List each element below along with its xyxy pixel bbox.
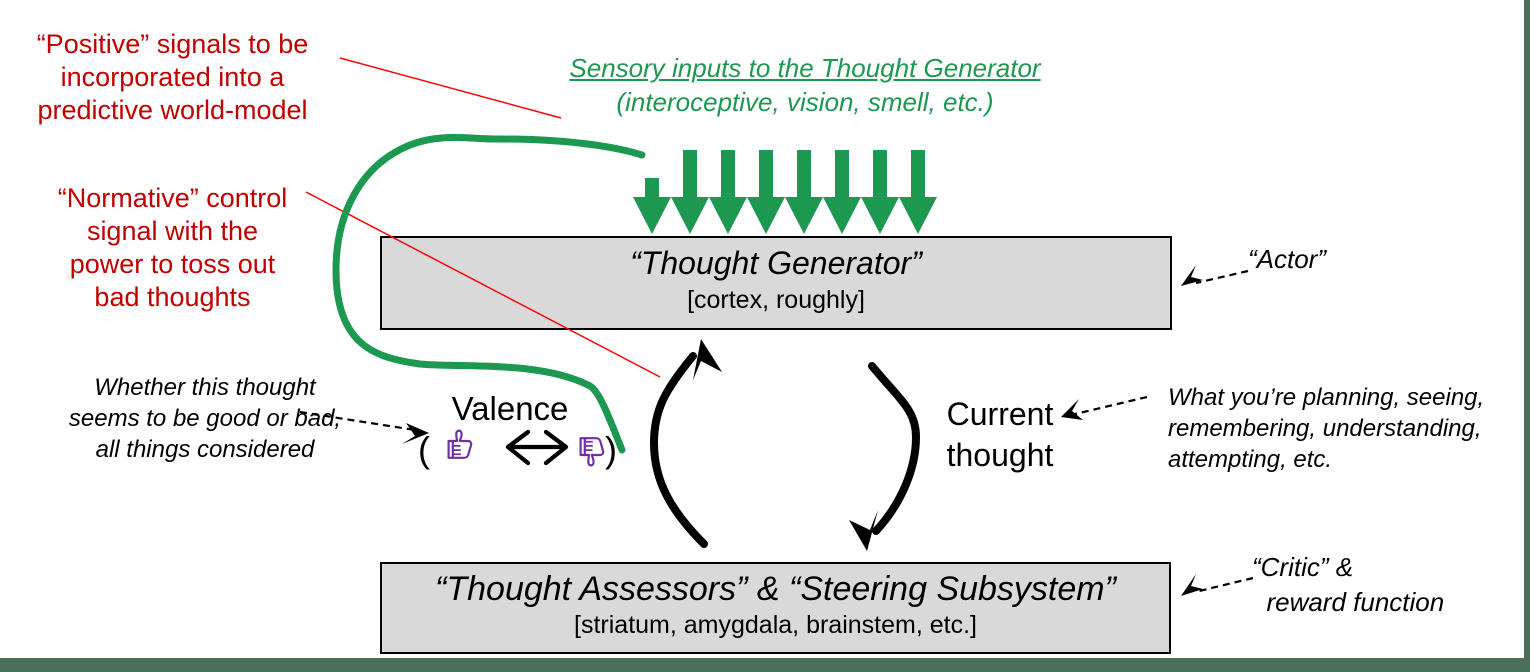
svg-text:): ): [605, 429, 617, 470]
svg-text:(: (: [418, 429, 430, 470]
